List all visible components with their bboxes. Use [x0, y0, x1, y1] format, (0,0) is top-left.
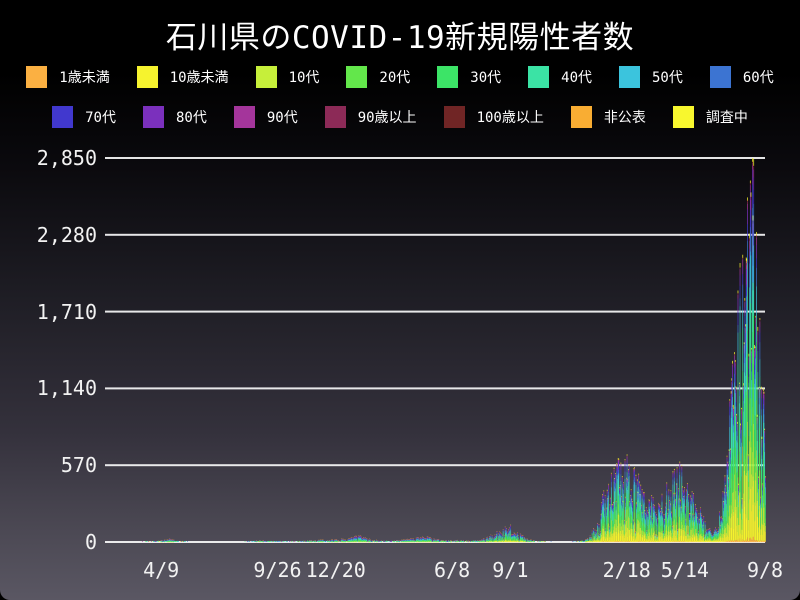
legend-item: 40代 — [528, 66, 592, 88]
x-tick-label: 9/1 — [492, 558, 529, 582]
legend-item: 10歳未満 — [136, 66, 229, 88]
legend-item: 80代 — [142, 106, 207, 128]
legend-color-swatch-icon — [528, 66, 550, 88]
legend-color-swatch-icon — [52, 106, 74, 128]
legend-item-label: 40代 — [561, 70, 592, 86]
legend-item: 90歳以上 — [324, 106, 417, 128]
legend-color-swatch-icon — [233, 106, 255, 128]
legend-color-swatch-icon — [437, 66, 459, 88]
legend-item-label: 10歳未満 — [169, 70, 229, 86]
legend-item: 70代 — [52, 106, 116, 128]
legend-item: 100歳以上 — [443, 106, 544, 128]
legend-item-label: 70代 — [85, 110, 116, 126]
x-tick-label: 4/9 — [143, 558, 180, 582]
legend-color-swatch-icon — [672, 106, 694, 128]
x-tick-label: 6/8 — [434, 558, 471, 582]
x-tick-label: 12/20 — [305, 558, 366, 582]
legend-item-label: 80代 — [175, 110, 207, 126]
legend-item: 調査中 — [672, 106, 748, 128]
legend-item-label: 30代 — [470, 70, 502, 86]
y-tick-label: 1,140 — [36, 376, 97, 401]
legend-item: 20代 — [346, 66, 410, 88]
legend-color-swatch-icon — [324, 106, 346, 128]
y-tick-label: 570 — [60, 453, 97, 478]
legend-item-label: 50代 — [652, 70, 683, 86]
legend-color-swatch-icon — [443, 106, 465, 128]
x-tick-label: 9/26 — [253, 558, 302, 582]
legend-item: 90代 — [233, 106, 298, 128]
legend-item: 1歳未満 — [26, 66, 110, 88]
y-tick-label: 1,710 — [36, 299, 97, 324]
legend-item-label: 20代 — [379, 70, 411, 86]
legend-color-swatch-icon — [142, 106, 164, 128]
y-tick-label: 2,280 — [36, 222, 97, 247]
legend-color-swatch-icon — [709, 66, 731, 88]
legend-item-label: 90代 — [266, 110, 298, 126]
legend-color-swatch-icon — [255, 66, 277, 88]
legend-item: 60代 — [709, 66, 774, 88]
legend-item-label: 60代 — [742, 70, 774, 86]
legend-item-label: 非公表 — [603, 110, 646, 126]
x-tick-label: 5/14 — [660, 558, 709, 582]
legend-item-label: 90歳以上 — [357, 110, 417, 126]
legend-item-label: 100歳以上 — [476, 110, 544, 126]
y-tick-label: 0 — [84, 530, 97, 554]
legend-color-swatch-icon — [26, 66, 48, 88]
x-tick-label: 2/18 — [602, 558, 651, 582]
legend-item-label: 1歳未満 — [59, 70, 110, 86]
legend: 1歳未満 10歳未満 10代 20代 30代 40代 50代 60代 70代 80代 90代 90歳以… — [0, 64, 800, 144]
legend-color-swatch-icon — [346, 66, 368, 88]
legend-item: 非公表 — [570, 106, 646, 128]
legend-color-swatch-icon — [619, 66, 640, 88]
legend-item: 50代 — [619, 66, 683, 88]
x-tick-label: 9/8 — [746, 558, 784, 582]
y-tick-label: 2,850 — [36, 146, 97, 170]
legend-color-swatch-icon — [570, 106, 592, 128]
legend-item-label: 10代 — [288, 70, 320, 86]
legend-row: 1歳未満 10歳未満 10代 20代 30代 40代 50代 60代 — [0, 64, 800, 90]
legend-item: 10代 — [255, 66, 320, 88]
legend-row: 70代 80代 90代 90歳以上 100歳以上 非公表 調査中 — [0, 104, 800, 130]
legend-item-label: 調査中 — [705, 110, 748, 126]
chart-title: 石川県のCOVID-19新規陽性者数 — [165, 20, 635, 56]
legend-color-swatch-icon — [136, 66, 158, 88]
legend-item: 30代 — [437, 66, 501, 88]
